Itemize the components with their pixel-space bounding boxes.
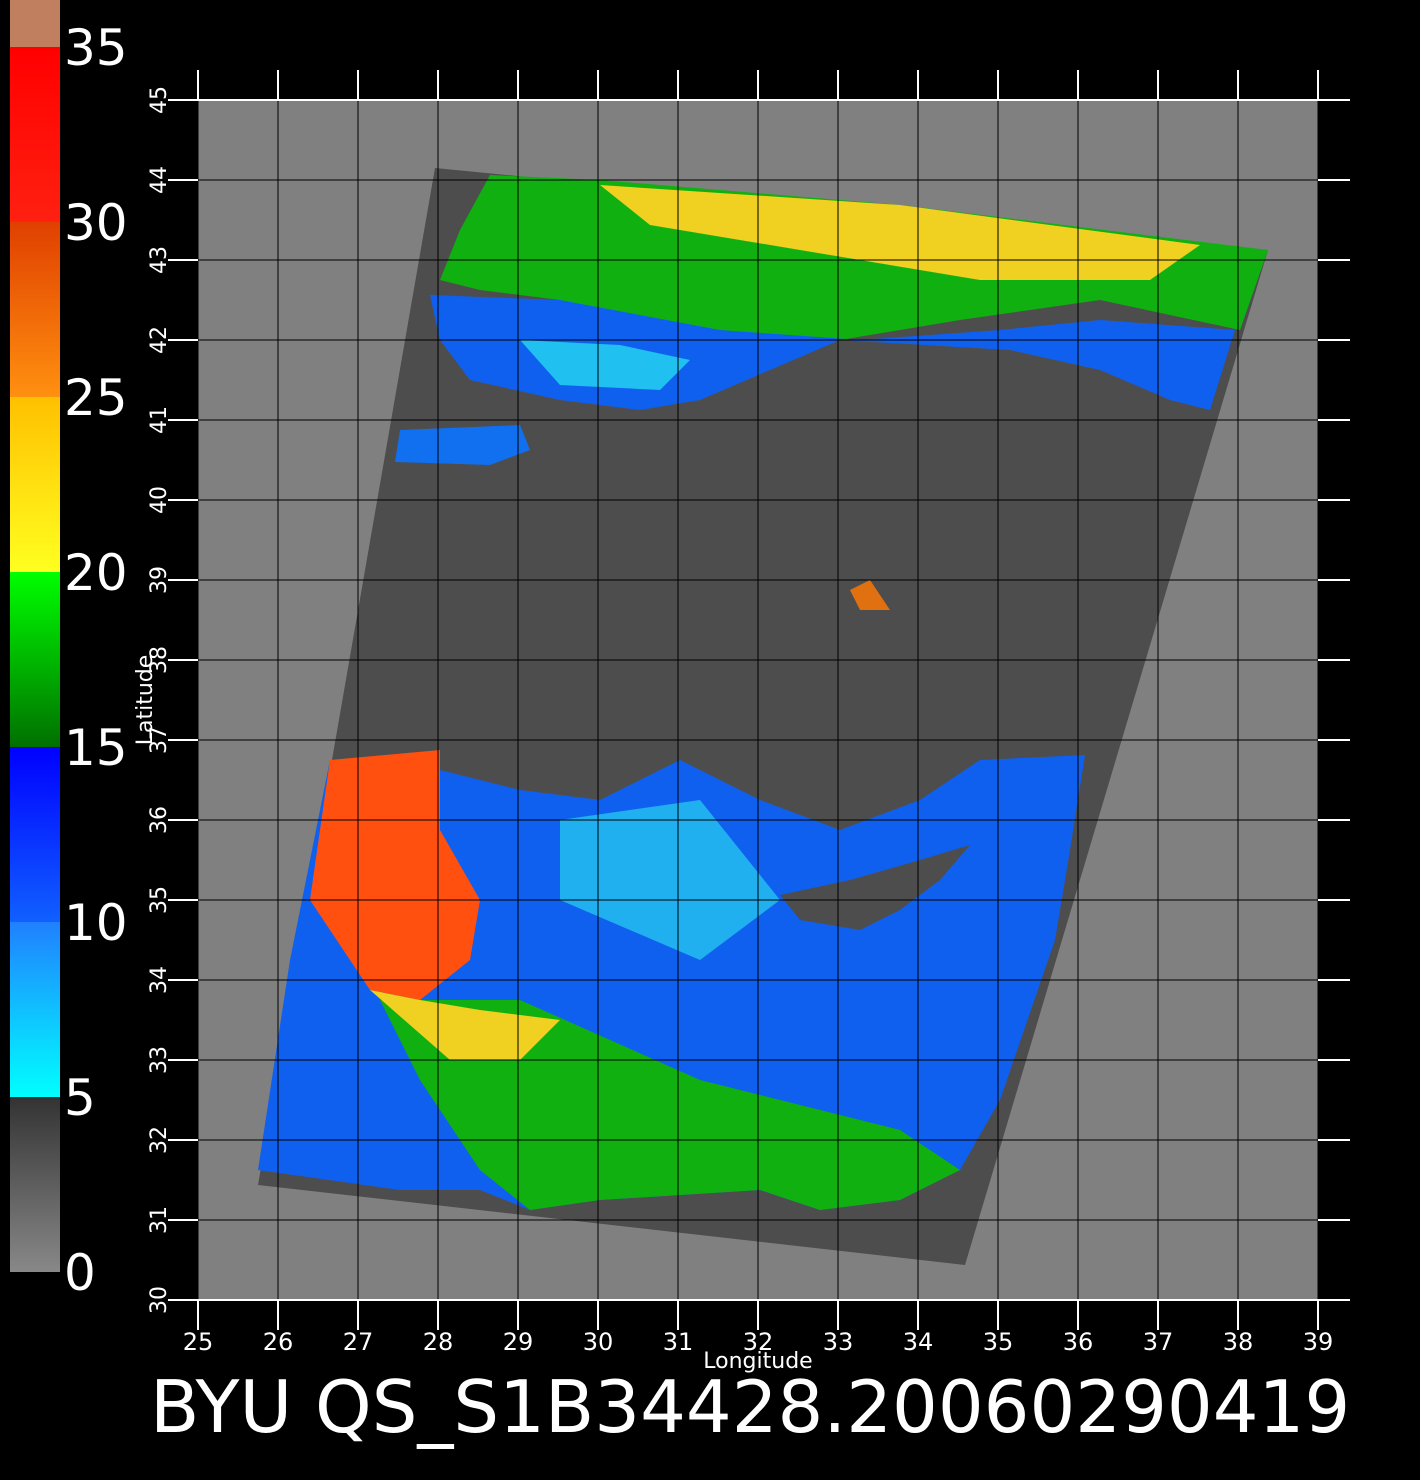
y-axis-label: Latitude [133,655,158,746]
colorbar-segment [10,747,60,922]
y-tick-label: 41 [147,406,172,434]
ticks: 25 26 27 28 29 30 31 32 33 34 35 36 37 38 39 30 31 32 33 34… [147,70,1350,1356]
sea-cyan [520,340,690,390]
colorbar-label: 15 [64,719,128,777]
x-tick-label: 32 [743,1328,774,1356]
x-tick-label: 36 [1063,1328,1094,1356]
x-tick-label: 35 [983,1328,1014,1356]
x-tick-label: 28 [423,1328,454,1356]
y-tick-label: 33 [147,1046,172,1074]
colorbar-segment [10,397,60,572]
colorbar-label: 35 [64,19,128,77]
colorbar-label: 25 [64,369,128,427]
y-tick-label: 36 [147,806,172,834]
med-cyan [560,800,780,960]
colorbar: 0 5 10 15 20 25 30 35 [10,19,128,1302]
y-tick-label: 45 [147,86,172,114]
colorbar-segment [10,922,60,1097]
colorbar-cap [10,0,60,47]
y-tick-label: 39 [147,566,172,594]
x-tick-label: 33 [823,1328,854,1356]
title: BYU QS_S1B34428.20060290419 [150,1365,1350,1449]
x-tick-label: 38 [1223,1328,1254,1356]
colorbar-segment [10,1097,60,1272]
colorbar-label: 30 [64,194,128,252]
y-tick-label: 37 [147,726,172,754]
colorbar-label: 10 [64,894,128,952]
x-tick-label: 30 [583,1328,614,1356]
x-tick-label: 27 [343,1328,374,1356]
colorbar-segment [10,47,60,222]
colorbar-segment [10,222,60,397]
y-tick-label: 35 [147,886,172,914]
y-tick-label: 31 [147,1206,172,1234]
x-tick-label: 25 [183,1328,214,1356]
sea-yellow [600,185,1200,280]
y-tick-label: 30 [147,1286,172,1314]
y-tick-label: 32 [147,1126,172,1154]
x-tick-label: 37 [1143,1328,1174,1356]
y-tick-label: 34 [147,966,172,994]
x-axis-label: Longitude [703,1349,812,1374]
y-tick-label: 43 [147,246,172,274]
colorbar-segment [10,572,60,747]
y-tick-label: 40 [147,486,172,514]
x-tick-label: 39 [1303,1328,1334,1356]
colorbar-label: 0 [64,1244,96,1302]
colorbar-label: 20 [64,544,128,602]
colorbar-label: 5 [64,1069,96,1127]
y-tick-label: 42 [147,326,172,354]
y-tick-label: 38 [147,646,172,674]
x-tick-label: 34 [903,1328,934,1356]
marmara [395,425,530,465]
x-tick-label: 26 [263,1328,294,1356]
cyprus [780,845,970,930]
lake [850,580,890,610]
y-tick-label: 44 [147,166,172,194]
x-tick-label: 31 [663,1328,694,1356]
x-tick-label: 29 [503,1328,534,1356]
med-yellow [370,990,560,1060]
